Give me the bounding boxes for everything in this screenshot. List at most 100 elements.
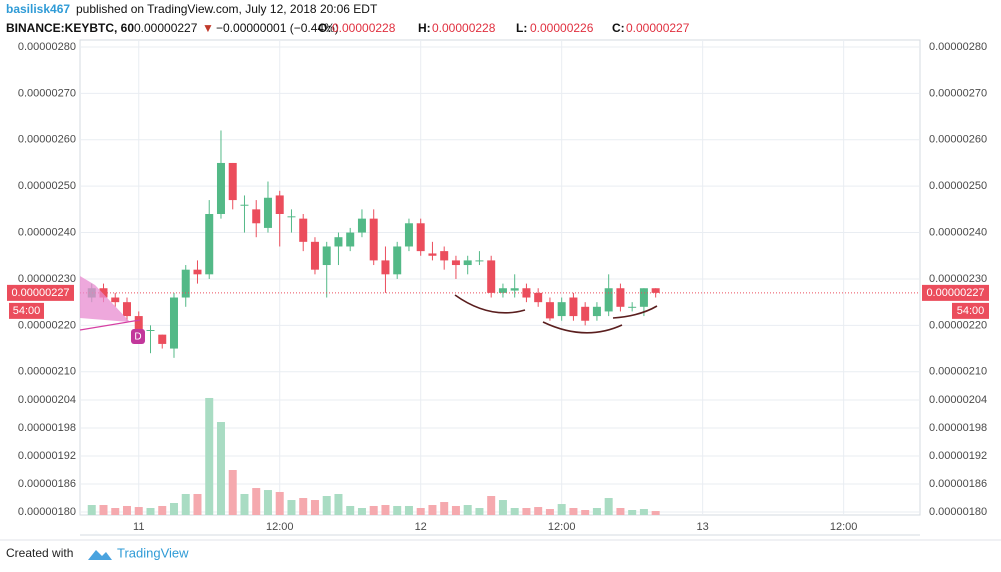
volume-bar xyxy=(534,507,543,515)
candle-body xyxy=(522,288,531,298)
y-tick-label: 0.00000250 xyxy=(18,180,76,192)
candle-body xyxy=(240,204,249,206)
volume-bar xyxy=(252,488,261,515)
candle-body xyxy=(428,253,437,256)
countdown: 54:00 xyxy=(957,305,985,317)
candle-body xyxy=(287,216,296,218)
volume-bar xyxy=(639,509,648,515)
candle-body xyxy=(169,297,178,349)
volume-bar xyxy=(510,507,519,515)
candle-body xyxy=(299,218,308,242)
symbol: BINANCE:KEYBTC, 60 xyxy=(6,21,134,35)
candle-body xyxy=(545,302,554,319)
y-tick-label: 0.00000280 xyxy=(18,41,76,53)
candle-body xyxy=(639,288,648,307)
volume-bar xyxy=(216,422,225,515)
ohlc-label: L: xyxy=(516,21,527,35)
brand[interactable]: TradingView xyxy=(117,545,189,560)
published: published on TradingView.com, July 12, 2… xyxy=(76,2,378,16)
candle-body xyxy=(451,260,460,266)
volume-bar xyxy=(357,507,366,515)
y-tick-label: 0.00000204 xyxy=(929,394,987,406)
last-price-box xyxy=(7,284,74,301)
volume-bar xyxy=(451,505,460,515)
candle-body xyxy=(416,223,425,252)
y-tick-label: 0.00000240 xyxy=(18,226,76,238)
y-tick-label: 0.00000204 xyxy=(18,394,76,406)
y-tick-label: 0.00000260 xyxy=(929,134,987,146)
candle-body xyxy=(581,306,590,321)
y-tick-label: 0.00000198 xyxy=(929,422,987,434)
candle-body xyxy=(181,269,190,298)
candle-body xyxy=(263,197,272,228)
y-tick-label: 0.00000230 xyxy=(18,273,76,285)
y-tick-label: 0.00000260 xyxy=(18,134,76,146)
candle-body xyxy=(252,209,261,224)
volume-bar xyxy=(87,505,96,515)
volume-bar xyxy=(569,507,578,515)
volume-bar xyxy=(193,493,202,515)
volume-bar xyxy=(581,510,590,515)
candle-body xyxy=(216,162,225,214)
last: 0.00000227 xyxy=(134,21,198,35)
candle-body xyxy=(616,288,625,307)
ohlc-label: O: xyxy=(318,21,331,35)
volume-bar xyxy=(122,505,131,515)
volume-bar xyxy=(99,505,108,515)
y-tick-label: 0.00000180 xyxy=(929,506,987,518)
marker-box xyxy=(131,329,145,344)
candle-body xyxy=(275,195,284,214)
volume-bar xyxy=(181,493,190,515)
marker: D xyxy=(134,332,141,343)
volume-bar xyxy=(205,397,214,515)
candle-body xyxy=(228,162,237,201)
handle-drawing xyxy=(612,305,658,319)
y-tick-label: 0.00000220 xyxy=(18,319,76,331)
volume-bar xyxy=(428,505,437,515)
candle-body xyxy=(111,297,120,303)
candle-body xyxy=(651,288,660,293)
logo xyxy=(88,550,112,560)
change: −0.00000001 (−0.44%) xyxy=(216,21,339,35)
volume-bar xyxy=(393,505,402,515)
volume-bar xyxy=(346,505,355,515)
volume-bar xyxy=(475,507,484,515)
volume-bar xyxy=(240,493,249,515)
y-tick-label: 0.00000186 xyxy=(929,478,987,490)
x-tick-label: 12:00 xyxy=(266,521,294,533)
plot: 11 12:00 12 12:00 13 12:00 0.00000280 0.0000028… xyxy=(7,40,989,533)
author[interactable]: basilisk467 xyxy=(6,2,70,16)
y-tick-label: 0.00000240 xyxy=(929,226,987,238)
volume-bar xyxy=(299,498,308,515)
volume-bar xyxy=(275,491,284,515)
ohlc: O: 0.00000228 H: 0.00000228 L: 0.00000226 C: 0.… xyxy=(318,21,690,35)
candle-body xyxy=(475,260,484,262)
candle-body xyxy=(628,306,637,308)
volume-bar xyxy=(592,507,601,515)
x-tick-label: 12:00 xyxy=(548,521,576,533)
candle-body xyxy=(569,297,578,317)
y-tick-label: 0.00000192 xyxy=(929,450,987,462)
ohlc-value: 0.00000228 xyxy=(332,21,396,35)
created: Created with xyxy=(6,546,73,560)
candle-body xyxy=(357,218,366,233)
y-tick-label: 0.00000220 xyxy=(929,319,987,331)
countdown-box xyxy=(952,302,989,319)
candle-body xyxy=(369,218,378,261)
volume-bar xyxy=(416,507,425,515)
y-tick-label: 0.00000210 xyxy=(929,366,987,378)
ohlc-value: 0.00000228 xyxy=(432,21,496,35)
y-tick-label: 0.00000198 xyxy=(18,422,76,434)
ohlc-value: 0.00000227 xyxy=(626,21,690,35)
y-tick-label: 0.00000230 xyxy=(929,273,987,285)
candle-body xyxy=(534,292,543,303)
volume-bar xyxy=(522,507,531,515)
candle-body xyxy=(134,316,143,330)
candle-body xyxy=(322,246,331,266)
candle-body xyxy=(205,214,214,275)
volume-bar xyxy=(404,505,413,515)
volume-bar xyxy=(381,505,390,515)
countdown: 54:00 xyxy=(13,305,41,317)
candle-body xyxy=(310,241,319,270)
